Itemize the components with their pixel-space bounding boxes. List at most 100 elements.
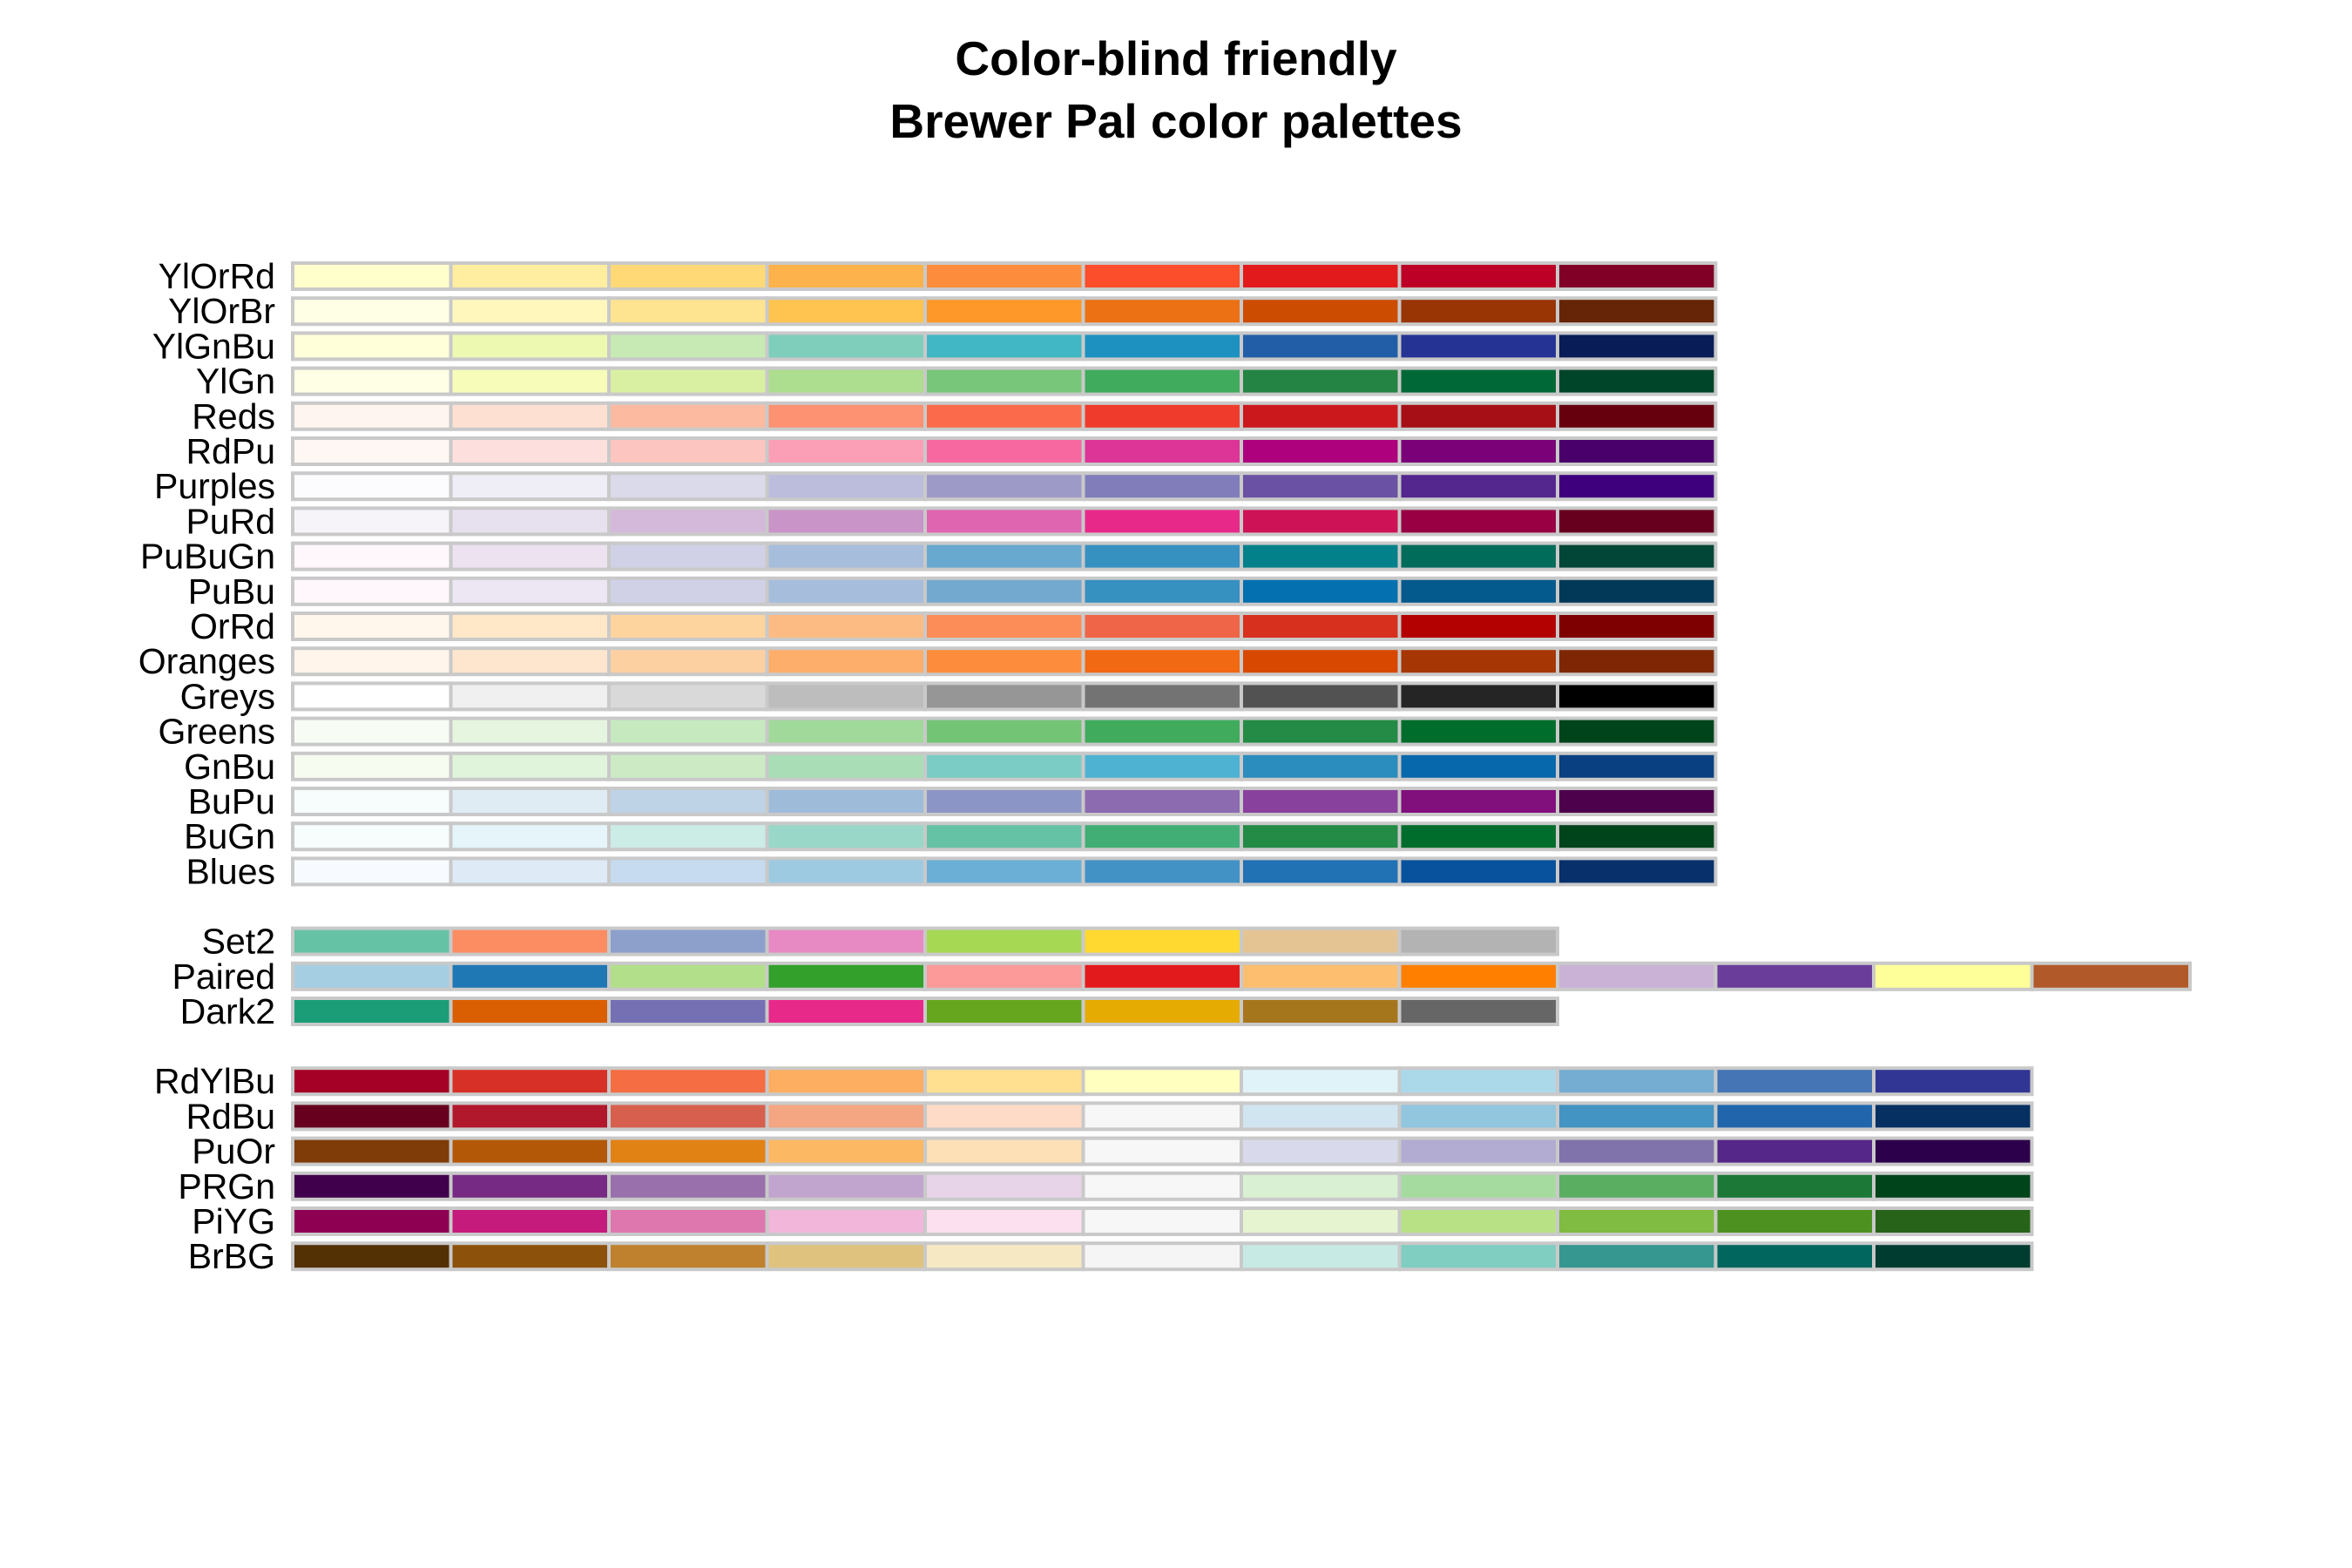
- color-swatch: [1556, 1101, 1718, 1132]
- color-swatch: [1240, 541, 1402, 571]
- color-swatch: [1556, 261, 1718, 291]
- color-swatch: [1872, 1066, 2034, 1097]
- color-swatch: [607, 541, 769, 571]
- color-swatch: [1556, 1136, 1718, 1166]
- palette-row-puor: PuOr: [192, 1132, 2034, 1172]
- color-swatch: [923, 1241, 1085, 1272]
- color-swatch: [1240, 1206, 1402, 1236]
- color-swatch: [449, 751, 611, 781]
- color-swatch: [1397, 716, 1559, 747]
- color-swatch: [923, 716, 1085, 747]
- color-swatch: [291, 261, 453, 291]
- palette-label: BuPu: [188, 781, 275, 821]
- color-swatch: [1556, 541, 1718, 571]
- color-swatch: [1556, 1171, 1718, 1201]
- color-swatch: [607, 997, 769, 1026]
- color-swatch: [923, 506, 1085, 537]
- color-swatch: [1081, 821, 1243, 852]
- color-swatch: [1397, 681, 1559, 712]
- palette-label: Greens: [159, 712, 275, 752]
- color-swatch: [607, 436, 769, 466]
- color-swatch: [449, 1136, 611, 1166]
- color-swatch: [923, 576, 1085, 606]
- palette-row-rdylbu: RdYlBu: [154, 1061, 2034, 1101]
- color-swatch: [1240, 856, 1402, 887]
- color-swatch: [765, 856, 927, 887]
- color-swatch: [1713, 1171, 1876, 1201]
- palette-row-greens: Greens: [159, 712, 1718, 752]
- color-swatch: [449, 612, 611, 641]
- color-swatch: [1081, 961, 1243, 991]
- color-swatch: [1081, 261, 1243, 291]
- color-swatch: [923, 821, 1085, 852]
- color-swatch: [1872, 961, 2034, 991]
- color-swatch: [765, 506, 927, 537]
- color-swatch: [765, 1241, 927, 1272]
- color-swatch: [607, 1101, 769, 1132]
- color-swatch: [1240, 331, 1402, 362]
- color-swatch: [1240, 961, 1402, 991]
- color-swatch: [1081, 576, 1243, 606]
- color-swatch: [291, 612, 453, 641]
- color-swatch: [607, 751, 769, 781]
- palette-rows: YlOrRdYlOrBrYlGnBuYlGnRedsRdPuPurplesPuR…: [139, 256, 2192, 1276]
- palette-row-dark2: Dark2: [180, 991, 1559, 1031]
- palette-label: Dark2: [180, 991, 275, 1031]
- color-swatch: [1397, 821, 1559, 852]
- color-swatch: [607, 612, 769, 641]
- color-swatch: [291, 1066, 453, 1097]
- color-swatch: [1397, 1241, 1559, 1272]
- color-swatch: [291, 331, 453, 362]
- color-swatch: [1556, 716, 1718, 747]
- color-swatch: [1556, 1066, 1718, 1097]
- palette-label: PuOr: [192, 1132, 275, 1172]
- color-swatch: [1081, 436, 1243, 466]
- color-swatch: [923, 436, 1085, 466]
- palette-row-purples: Purples: [154, 466, 1718, 506]
- color-swatch: [1397, 296, 1559, 327]
- palette-label: PuBuGn: [140, 537, 275, 577]
- color-swatch: [291, 681, 453, 712]
- color-swatch: [765, 716, 927, 747]
- color-swatch: [607, 401, 769, 431]
- palette-label: Set2: [202, 922, 275, 962]
- color-swatch: [765, 296, 927, 327]
- color-swatch: [1397, 401, 1559, 431]
- color-swatch: [1556, 1241, 1718, 1272]
- color-swatch: [1240, 576, 1402, 606]
- palette-label: Greys: [180, 676, 275, 716]
- color-swatch: [1240, 681, 1402, 712]
- color-swatch: [1556, 681, 1718, 712]
- color-swatch: [923, 681, 1085, 712]
- palette-label: Oranges: [139, 641, 275, 681]
- color-swatch: [291, 436, 453, 466]
- color-swatch: [1240, 716, 1402, 747]
- color-swatch: [1240, 926, 1402, 956]
- chart-title-line-2: Brewer Pal color palettes: [889, 94, 1462, 148]
- color-swatch: [291, 1206, 453, 1236]
- palette-row-set2: Set2: [202, 922, 1559, 962]
- palette-label: Paired: [172, 956, 275, 997]
- color-swatch: [1240, 997, 1402, 1026]
- color-swatch: [449, 926, 611, 956]
- color-swatch: [1556, 506, 1718, 537]
- palette-label: GnBu: [184, 747, 275, 787]
- palette-row-pubu: PuBu: [188, 571, 1718, 612]
- color-swatch: [1713, 1101, 1876, 1132]
- color-swatch: [291, 646, 453, 677]
- color-swatch: [1556, 821, 1718, 852]
- color-swatch: [923, 787, 1085, 816]
- color-swatch: [1872, 1136, 2034, 1166]
- color-swatch: [1081, 751, 1243, 781]
- color-swatch: [1397, 1171, 1559, 1201]
- color-swatch: [765, 1136, 927, 1166]
- color-swatch: [1081, 646, 1243, 677]
- color-swatch: [765, 751, 927, 781]
- color-swatch: [449, 787, 611, 816]
- color-swatch: [923, 646, 1085, 677]
- palette-label: YlOrRd: [159, 256, 275, 296]
- color-swatch: [1397, 1101, 1559, 1132]
- color-swatch: [291, 926, 453, 956]
- color-swatch: [1556, 436, 1718, 466]
